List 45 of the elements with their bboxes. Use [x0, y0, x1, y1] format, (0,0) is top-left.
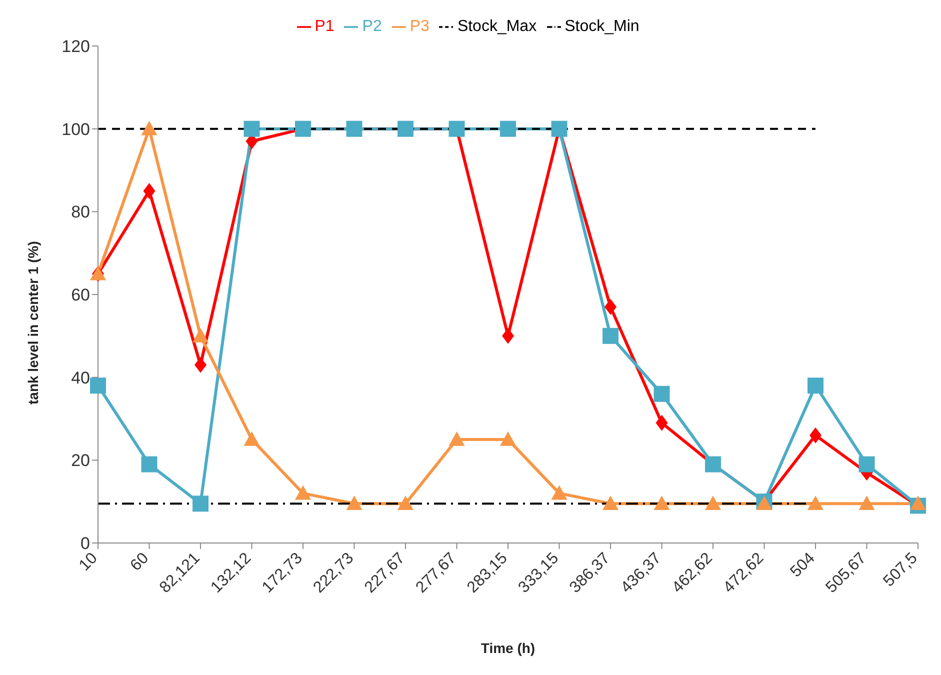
point	[244, 431, 260, 446]
point	[910, 496, 926, 510]
point	[808, 496, 824, 510]
point	[295, 485, 311, 500]
point	[90, 378, 106, 394]
y-tick-label: 100	[62, 120, 90, 139]
x-tick-label: 60	[127, 550, 152, 574]
legend-label: Stock_Max	[457, 18, 537, 35]
point	[810, 427, 822, 444]
point	[858, 456, 875, 472]
y-tick-label: 60	[71, 286, 90, 305]
legend-label: P1	[314, 18, 334, 35]
point	[244, 120, 260, 137]
point	[192, 496, 208, 512]
point	[551, 485, 568, 500]
point	[602, 328, 618, 344]
y-tick-label: 120	[62, 37, 90, 56]
point	[346, 496, 362, 510]
point	[604, 298, 616, 315]
point	[194, 356, 206, 373]
point	[705, 496, 721, 510]
y-axis-title: tank level in center 1 (%)	[24, 241, 41, 404]
point	[656, 414, 668, 431]
x-tick-label: 504	[787, 550, 818, 581]
point	[398, 496, 414, 510]
x-axis-title: Time (h)	[480, 640, 536, 656]
point	[858, 496, 875, 510]
point	[500, 431, 516, 446]
point	[141, 456, 158, 472]
point	[500, 120, 516, 137]
legend-label: Stock_Min	[564, 18, 640, 35]
legend-label: P2	[362, 18, 382, 35]
point	[602, 496, 618, 510]
point	[143, 182, 156, 199]
point	[448, 431, 465, 446]
y-tick-label: 40	[71, 368, 90, 388]
point	[654, 386, 670, 402]
y-tick-label: 80	[71, 202, 90, 222]
point	[141, 120, 158, 136]
y-tick-label: 20	[71, 451, 90, 470]
legend-label: P3	[410, 18, 430, 35]
point	[192, 328, 208, 342]
point	[654, 496, 670, 510]
point	[502, 328, 514, 344]
point	[808, 378, 824, 394]
